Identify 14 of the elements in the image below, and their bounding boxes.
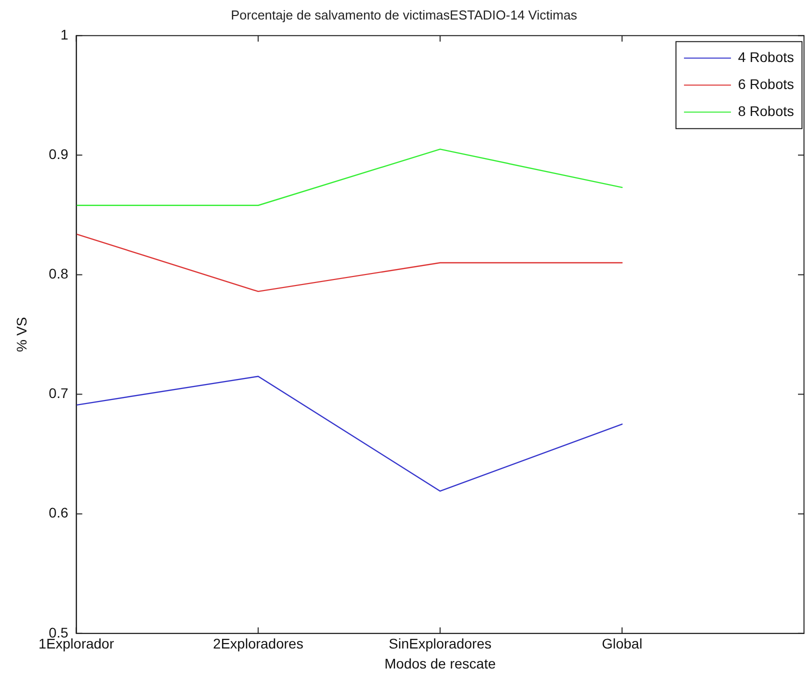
y-tick-label: 0.6	[48, 504, 68, 521]
y-tick-label: 1	[60, 26, 68, 42]
legend-label: 4 Robots	[738, 48, 794, 65]
x-tick-label: Global	[602, 636, 642, 652]
x-axis-title: Modos de rescate	[384, 655, 496, 672]
y-tick-label: 0.8	[48, 266, 68, 282]
y-tick-label: 0.9	[48, 146, 68, 162]
legend-label: 8 Robots	[738, 102, 794, 119]
x-tick-label: SinExploradores	[388, 636, 492, 652]
chart-title: Porcentaje de salvamento de victimasESTADIO-14 Victimas	[230, 7, 578, 22]
y-tick-label: 0.7	[48, 385, 68, 402]
x-tick-label: 2Exploradores	[213, 636, 304, 652]
y-axis-title: % VS	[13, 316, 30, 352]
legend-label: 6 Robots	[738, 76, 794, 92]
